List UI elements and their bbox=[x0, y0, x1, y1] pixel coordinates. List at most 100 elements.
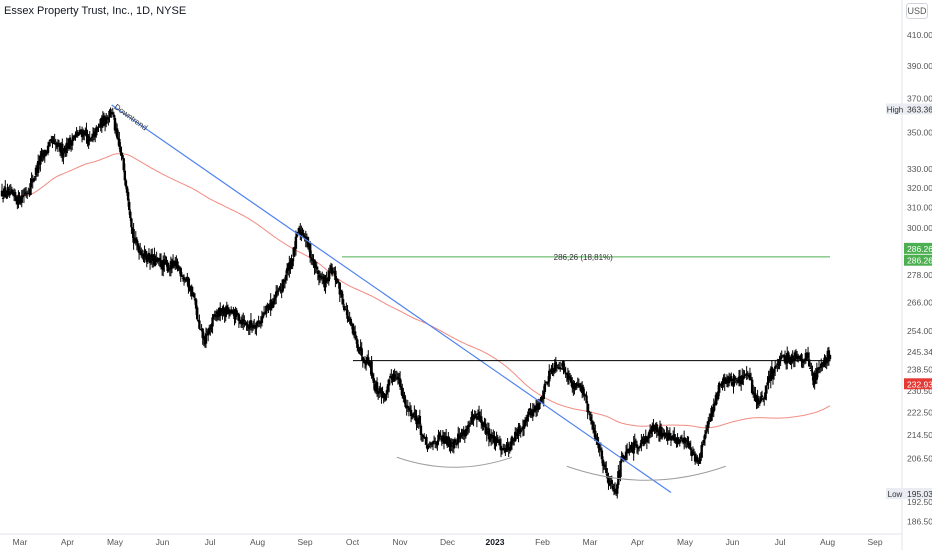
candle-body bbox=[393, 374, 396, 378]
candle-body bbox=[201, 328, 204, 339]
candle-body bbox=[208, 327, 211, 335]
candle-body bbox=[775, 365, 778, 367]
candle-body bbox=[337, 281, 340, 283]
candle-body bbox=[796, 355, 800, 358]
candle-body bbox=[504, 448, 507, 453]
candle-body bbox=[104, 117, 108, 124]
candle-body bbox=[98, 126, 101, 128]
currency-button[interactable]: USD bbox=[906, 3, 928, 19]
candle-body bbox=[67, 138, 71, 150]
candle-body bbox=[735, 380, 738, 382]
candle-body bbox=[261, 315, 265, 318]
candle-body bbox=[554, 361, 558, 367]
candle-body bbox=[420, 433, 424, 435]
candle-body bbox=[804, 352, 808, 360]
candle-body bbox=[124, 180, 128, 187]
target-tag-2: 286.26 bbox=[904, 254, 932, 266]
candle-body bbox=[687, 441, 690, 446]
candle-body bbox=[109, 109, 112, 115]
y-tick-label: 300.00 bbox=[907, 223, 932, 233]
candle-body bbox=[429, 443, 433, 445]
candle-body bbox=[359, 346, 362, 350]
candle-body bbox=[192, 294, 196, 297]
candle-body bbox=[454, 443, 458, 445]
candle-body bbox=[230, 309, 233, 314]
candle-body bbox=[544, 381, 548, 383]
candle-body bbox=[817, 367, 821, 369]
candle-body bbox=[616, 484, 619, 494]
candle-body bbox=[788, 356, 791, 363]
candle-body bbox=[712, 403, 715, 412]
candle-body bbox=[611, 485, 615, 490]
candle-body bbox=[455, 443, 459, 445]
candle-body bbox=[136, 243, 140, 248]
candle-body bbox=[415, 415, 418, 425]
y-tick-label: 410.00 bbox=[907, 30, 932, 40]
x-tick-label: Nov bbox=[392, 537, 408, 547]
candle-body bbox=[474, 413, 477, 418]
candle-body bbox=[822, 365, 825, 367]
candle-body bbox=[749, 378, 753, 381]
candle-body bbox=[563, 368, 566, 373]
candle-body bbox=[815, 368, 819, 380]
candle-body bbox=[514, 431, 517, 442]
candle-body bbox=[180, 275, 184, 277]
candle-body bbox=[355, 335, 358, 339]
price-tag-bg bbox=[904, 378, 932, 390]
candle-body bbox=[231, 309, 234, 311]
candle-body bbox=[147, 252, 151, 261]
candle-body bbox=[497, 439, 500, 443]
price-tag-label: Low bbox=[888, 490, 903, 499]
candle-body bbox=[332, 272, 335, 274]
left-shoulder-arc bbox=[396, 456, 513, 468]
candle-body bbox=[246, 324, 249, 328]
candle-body bbox=[247, 327, 250, 330]
candle-body bbox=[701, 443, 704, 445]
candle-body bbox=[22, 194, 26, 196]
candle-body bbox=[574, 383, 577, 388]
candle-body bbox=[372, 378, 375, 383]
candle-body bbox=[816, 368, 820, 371]
y-tick-label: 254.00 bbox=[907, 326, 932, 336]
candle-body bbox=[74, 134, 77, 138]
candle-body bbox=[404, 399, 407, 408]
candle-body bbox=[523, 419, 527, 427]
candle-body bbox=[213, 314, 216, 316]
candle-body bbox=[787, 352, 790, 357]
candle-body bbox=[375, 382, 379, 392]
candle-body bbox=[721, 382, 724, 385]
price-tag-bg bbox=[904, 254, 932, 266]
price-tag-bg bbox=[904, 488, 932, 500]
candle-body bbox=[527, 411, 530, 417]
candle-body bbox=[584, 394, 587, 396]
candle-body bbox=[341, 299, 345, 305]
x-tick-label: Oct bbox=[346, 537, 360, 547]
candle-body bbox=[68, 137, 72, 144]
candle-body bbox=[587, 410, 590, 413]
candle-body bbox=[412, 414, 415, 417]
candle-body bbox=[416, 421, 419, 424]
candle-body bbox=[409, 409, 413, 417]
candle-body bbox=[599, 448, 602, 450]
y-axis: 410.00 390.00 370.00 350.00 330.00 320.00 310.… bbox=[886, 30, 932, 527]
candle-body bbox=[724, 382, 728, 384]
candle-body bbox=[566, 374, 570, 380]
candle-body bbox=[588, 413, 592, 416]
x-tick-label: Mar bbox=[583, 537, 598, 547]
candle-body bbox=[162, 260, 165, 271]
candle-body bbox=[485, 430, 488, 434]
candle-body bbox=[475, 416, 479, 420]
candle-body bbox=[347, 319, 350, 321]
x-tick-label: May bbox=[107, 537, 124, 547]
candle-body bbox=[212, 315, 215, 317]
candle-body bbox=[600, 450, 604, 460]
candle-body bbox=[641, 439, 644, 441]
candle-body bbox=[90, 136, 94, 139]
candle-body bbox=[773, 366, 777, 369]
candle-body bbox=[576, 383, 579, 386]
candle-body bbox=[746, 374, 749, 376]
candle-body bbox=[239, 319, 243, 323]
candle-body bbox=[753, 392, 756, 394]
candle-body bbox=[378, 390, 381, 394]
